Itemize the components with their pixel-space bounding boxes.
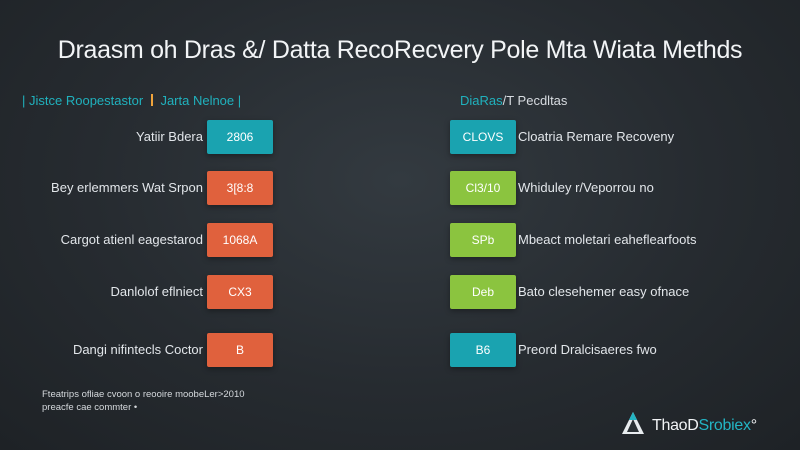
right-section-title-highlight: DiaRas bbox=[460, 93, 503, 108]
right-method-code: B6 bbox=[475, 343, 491, 357]
brand-name: ThaoDSrobiex° bbox=[652, 417, 757, 435]
left-method-code: B bbox=[235, 343, 244, 357]
left-section-suffix: Jarta Nelnoe | bbox=[160, 93, 242, 108]
right-method-box: Cl3/10 bbox=[450, 171, 516, 205]
right-method-label: Cloatria Remare Recoveny bbox=[518, 129, 675, 144]
comparison-row: Bey erlemmers Wat Srpon 3[8:8 Cl3/10 Whi… bbox=[0, 171, 800, 205]
footnote-line: preacfe cae commter • bbox=[42, 402, 138, 413]
slide-title: Draasm oh Dras &/ Datta RecoRecvery Pole… bbox=[57, 36, 743, 64]
brand-name-prefix: ThaoD bbox=[652, 416, 699, 434]
left-method-label: Danlolof eflniect bbox=[110, 284, 204, 299]
left-method-box: 1068A bbox=[207, 223, 273, 257]
left-section-header: | Jistce Roopestastor Jarta Nelnoe | bbox=[22, 93, 241, 108]
footnote: Fteatrips ofliae cvoon o reooire moobeLe… bbox=[42, 388, 245, 414]
right-method-box: Deb bbox=[450, 275, 516, 309]
right-method-label: Preord Dralcisaeres fwo bbox=[518, 342, 657, 357]
right-method-box: SPb bbox=[450, 223, 516, 257]
left-method-code: 3[8:8 bbox=[226, 181, 254, 195]
left-method-box: 3[8:8 bbox=[207, 171, 273, 205]
brand-name-suffix: ° bbox=[750, 416, 757, 434]
right-method-box: CLOVS bbox=[450, 120, 516, 154]
footnote-line: Fteatrips ofliae cvoon o reooire moobeLe… bbox=[42, 389, 245, 400]
right-method-label: Mbeact moletari eaheflearfoots bbox=[518, 232, 697, 247]
left-method-label: Dangi nifintecls Coctor bbox=[72, 342, 203, 357]
right-method-code: SPb bbox=[471, 233, 495, 247]
left-method-code: 1068A bbox=[222, 233, 258, 247]
section-divider bbox=[150, 94, 153, 106]
comparison-row: Dangi nifintecls Coctor B B6 Preord Dral… bbox=[0, 333, 800, 367]
right-method-code: Deb bbox=[471, 285, 494, 299]
left-method-box: B bbox=[207, 333, 273, 367]
left-section-prefix: | bbox=[22, 93, 26, 108]
right-section-header: DiaRas/T Pecdltas bbox=[460, 93, 567, 108]
left-method-code: CX3 bbox=[228, 285, 252, 299]
brand-logo: ThaoDSrobiex° bbox=[620, 410, 757, 441]
right-method-box: B6 bbox=[450, 333, 516, 367]
left-method-label: Cargot atienl eagestarod bbox=[60, 232, 203, 247]
right-method-code: CLOVS bbox=[462, 130, 504, 144]
comparison-row: Danlolof eflniect CX3 Deb Bato cleseheme… bbox=[0, 275, 800, 309]
comparison-row: Yatiir Bdera 2806 CLOVS Cloatria Remare … bbox=[0, 120, 800, 154]
left-method-label: Bey erlemmers Wat Srpon bbox=[51, 180, 203, 195]
brand-name-highlight: Srobiex bbox=[698, 416, 751, 434]
right-method-label: Bato clesehemer easy ofnace bbox=[518, 284, 690, 299]
left-method-box: CX3 bbox=[207, 275, 273, 309]
left-method-code: 2806 bbox=[226, 130, 254, 144]
brand-mark-icon bbox=[620, 410, 646, 441]
left-method-box: 2806 bbox=[207, 120, 273, 154]
left-section-title: Jistce Roopestastor bbox=[29, 93, 144, 108]
right-method-code: Cl3/10 bbox=[465, 181, 501, 195]
right-method-label: Whiduley r/Veporrou no bbox=[518, 180, 654, 195]
left-method-label: Yatiir Bdera bbox=[136, 129, 203, 144]
comparison-row: Cargot atienl eagestarod 1068A SPb Mbeac… bbox=[0, 223, 800, 257]
right-section-title: /T Pecdltas bbox=[502, 93, 568, 108]
